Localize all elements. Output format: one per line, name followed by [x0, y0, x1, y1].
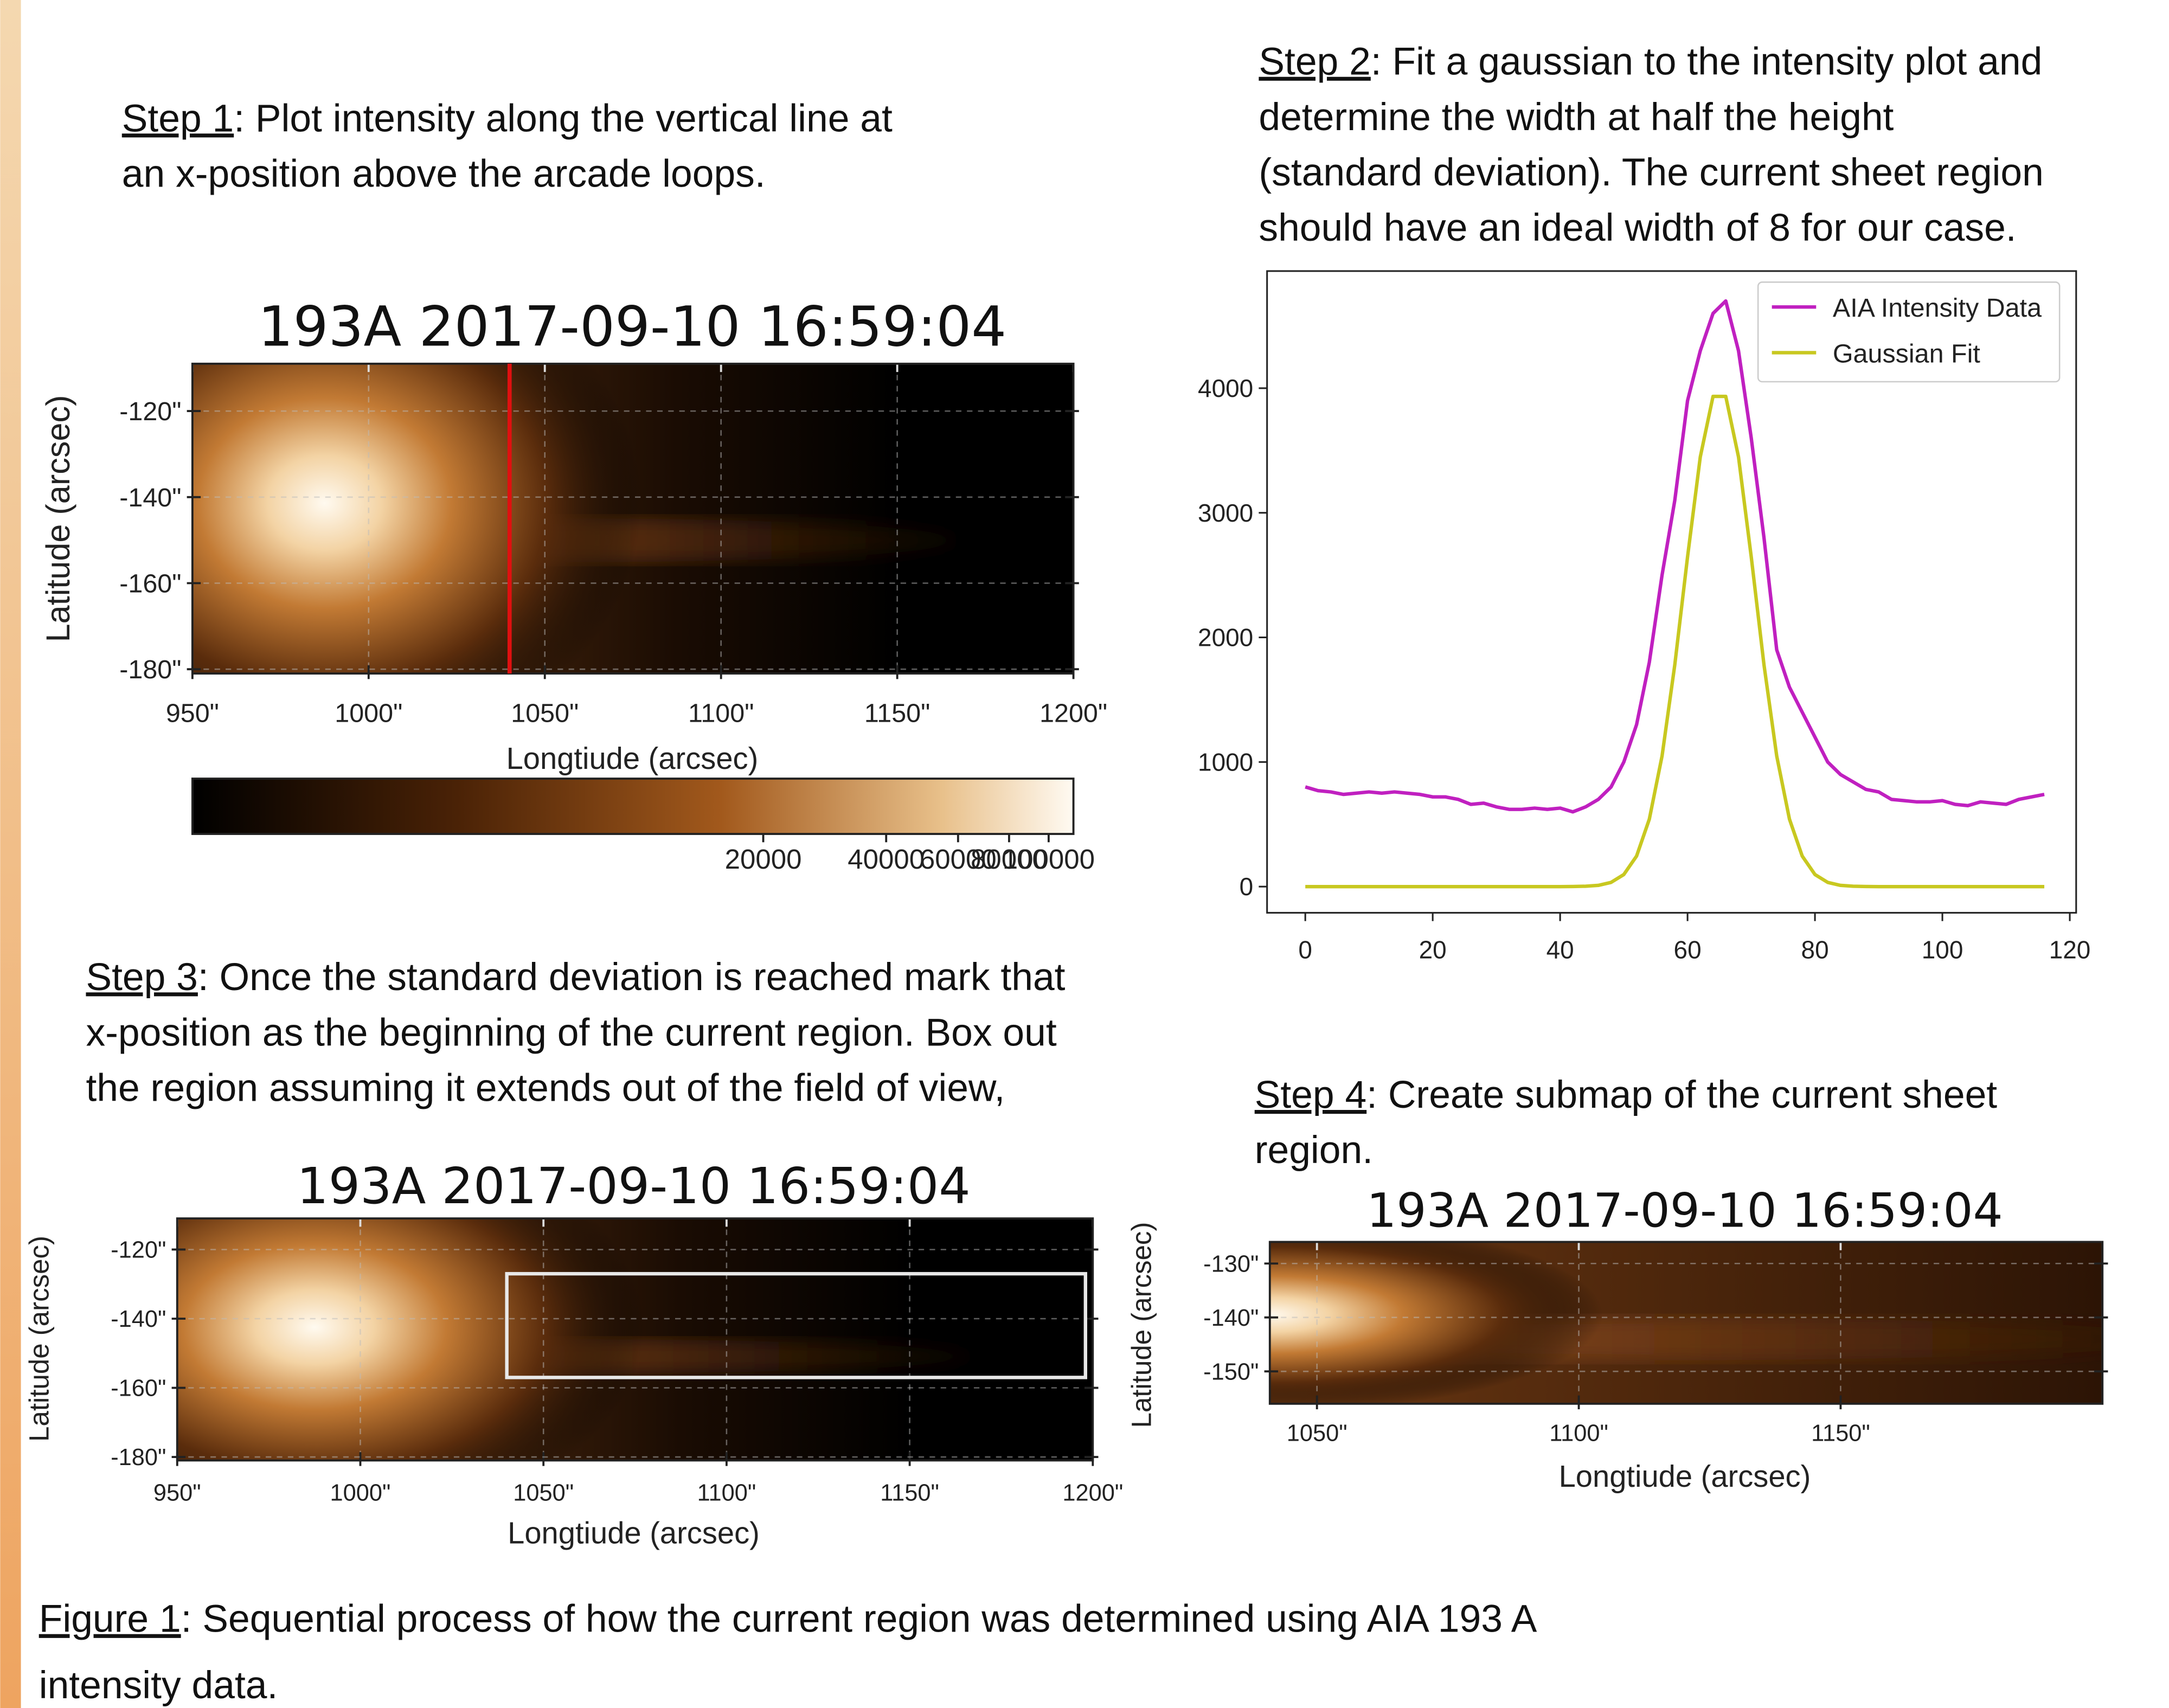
- step-text: Step 3: Once the standard deviation is r…: [86, 955, 1065, 999]
- y-tick-label: 0: [1240, 872, 1254, 901]
- y-axis-label: Latitude (arcsec): [24, 1236, 55, 1442]
- map-image: [1269, 1242, 2103, 1404]
- x-axis-label: Longtiude (arcsec): [1559, 1459, 1811, 1493]
- colorbar-tick-label: 60000: [920, 844, 997, 875]
- x-axis-label: Longtiude (arcsec): [508, 1516, 760, 1550]
- x-tick-label: 1100": [1549, 1421, 1608, 1447]
- legend-label: AIA Intensity Data: [1833, 293, 2042, 323]
- step-line: : Fit a gaussian to the intensity plot a…: [1371, 40, 2042, 84]
- step-line: : Create submap of the current sheet: [1366, 1073, 1997, 1116]
- chart-title: 193A 2017-09-10 16:59:04: [297, 1157, 970, 1215]
- y-tick-label: -150": [1203, 1359, 1259, 1385]
- x-tick-label: 60: [1674, 936, 1702, 964]
- step-label: Step 1: [122, 97, 234, 140]
- x-tick-label: 1100": [688, 698, 754, 728]
- chart-title: 193A 2017-09-10 16:59:04: [258, 295, 1006, 359]
- step-text: (standard deviation). The current sheet …: [1259, 151, 2043, 194]
- y-tick-label: -140": [111, 1306, 166, 1332]
- plot-frame: [191, 362, 1075, 675]
- step-line: : Once the standard deviation is reached…: [198, 955, 1066, 999]
- y-tick-label: -180": [119, 655, 181, 684]
- legend-label: Gaussian Fit: [1833, 339, 1981, 368]
- plot-frame: [176, 1217, 1094, 1462]
- step-text: region.: [1255, 1128, 1373, 1172]
- map-glow: [1269, 1242, 1603, 1404]
- chart-title: 193A 2017-09-10 16:59:04: [1366, 1184, 2003, 1238]
- side-strip: [0, 0, 21, 1708]
- series-line: [1305, 394, 2045, 889]
- x-tick-label: 100: [1922, 936, 1963, 964]
- y-tick-label: 4000: [1198, 374, 1253, 402]
- x-tick-label: 1200": [1039, 698, 1107, 728]
- y-tick-label: -120": [119, 397, 181, 426]
- x-tick-label: 1050": [511, 698, 579, 728]
- x-tick-label: 1200": [1062, 1480, 1123, 1506]
- plot-frame: [1266, 270, 2077, 914]
- y-axis-label: Latitude (arcsec): [40, 395, 76, 643]
- x-tick-label: 1050": [1287, 1421, 1347, 1447]
- series-line: [1305, 299, 2045, 814]
- x-tick-label: 1000": [335, 698, 402, 728]
- y-tick-label: -180": [111, 1444, 166, 1471]
- step-line: : Plot intensity along the vertical line…: [234, 97, 893, 140]
- region-box: [505, 1272, 1087, 1379]
- x-tick-label: 40: [1546, 936, 1574, 964]
- step-text: an x-position above the arcade loops.: [122, 152, 766, 195]
- x-tick-label: 1150": [880, 1480, 939, 1506]
- step-text: Step 4: Create submap of the current she…: [1255, 1073, 1998, 1116]
- map-image: [192, 363, 1074, 674]
- caption-line: : Sequential process of how the current …: [181, 1597, 1537, 1641]
- y-tick-label: 1000: [1198, 748, 1253, 776]
- step-text: determine the width at half the height: [1259, 95, 1894, 139]
- y-tick-label: -160": [119, 569, 181, 598]
- step-text: the region assuming it extends out of th…: [86, 1066, 1005, 1109]
- x-tick-label: 1150": [1811, 1421, 1870, 1447]
- y-tick-label: 2000: [1198, 624, 1253, 652]
- y-tick-label: 3000: [1198, 499, 1253, 527]
- step-text: Step 1: Plot intensity along the vertica…: [122, 97, 893, 140]
- x-tick-label: 1000": [330, 1480, 391, 1506]
- step-text: should have an ideal width of 8 for our …: [1259, 206, 2016, 249]
- y-tick-label: -140": [119, 483, 181, 512]
- caption-label: Figure 1: [39, 1597, 181, 1641]
- step-label: Step 2: [1259, 40, 1370, 84]
- x-tick-label: 1100": [697, 1480, 756, 1506]
- step-label: Step 3: [86, 955, 197, 999]
- y-tick-label: -130": [1203, 1251, 1259, 1277]
- step-label: Step 4: [1255, 1073, 1366, 1116]
- map-image: [177, 1218, 1093, 1461]
- y-tick-label: -120": [111, 1237, 166, 1263]
- x-tick-label: 120: [2049, 936, 2091, 964]
- x-tick-label: 1150": [864, 698, 930, 728]
- step-text: Step 2: Fit a gaussian to the intensity …: [1259, 40, 2042, 84]
- x-tick-label: 0: [1298, 936, 1312, 964]
- caption: Figure 1: Sequential process of how the …: [39, 1597, 1537, 1641]
- colorbar-tick-label: 80000: [971, 844, 1048, 875]
- step-text: x-position as the beginning of the curre…: [86, 1011, 1056, 1054]
- plot-frame: [1268, 1241, 2104, 1405]
- x-tick-label: 950": [166, 698, 219, 728]
- legend-box: [1757, 281, 2061, 383]
- y-tick-label: -160": [111, 1376, 166, 1402]
- colorbar-tick-label: 40000: [848, 844, 925, 875]
- map-glow: [177, 1218, 644, 1461]
- x-tick-label: 1050": [513, 1480, 574, 1506]
- x-tick-label: 950": [153, 1480, 201, 1506]
- colorbar: [191, 778, 1075, 835]
- y-axis-label: Latitude (arcsec): [1126, 1222, 1157, 1428]
- x-axis-label: Longtiude (arcsec): [506, 741, 759, 775]
- caption: intensity data.: [39, 1664, 278, 1707]
- colorbar-tick-label: 20000: [725, 844, 802, 875]
- map-glow: [192, 363, 642, 674]
- x-tick-label: 80: [1801, 936, 1829, 964]
- colorbar-tick-label: 100000: [1003, 844, 1095, 875]
- x-tick-label: 20: [1419, 936, 1447, 964]
- y-tick-label: -140": [1203, 1305, 1259, 1331]
